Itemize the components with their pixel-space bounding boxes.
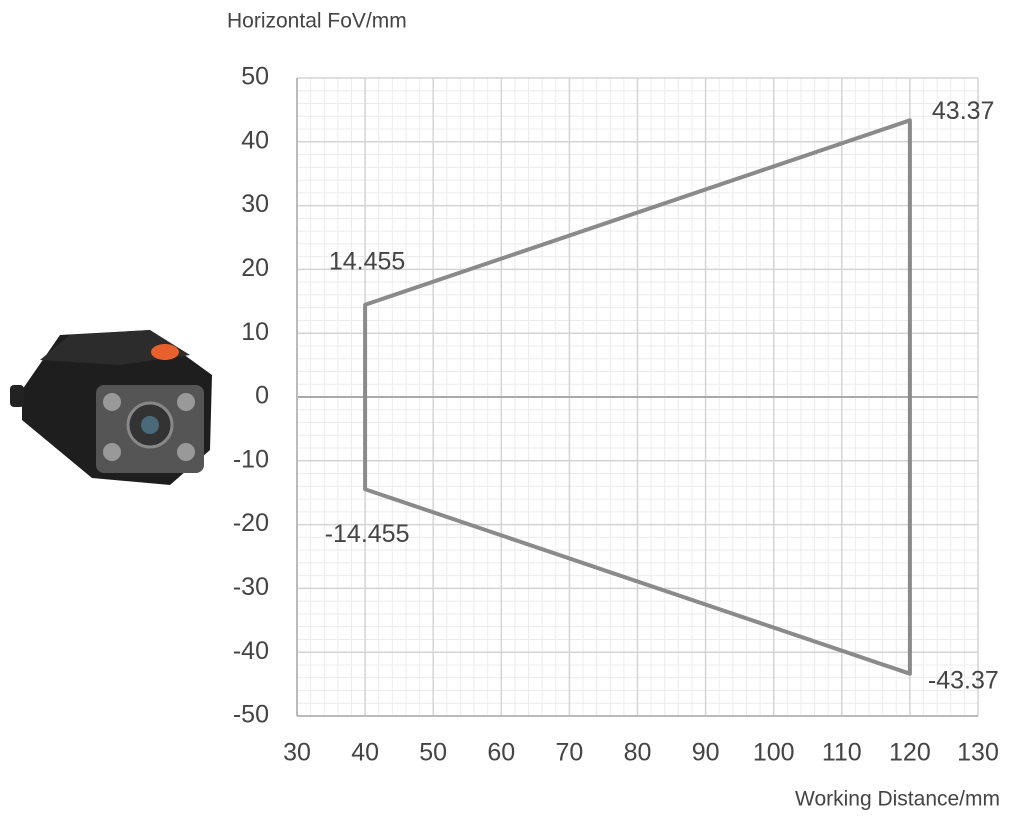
y-tick-label: -30 (233, 573, 269, 601)
y-tick-label: 20 (241, 254, 269, 282)
x-tick-label: 130 (957, 739, 999, 767)
x-axis-label: Working Distance/mm (795, 788, 1000, 811)
y-tick-label: 0 (255, 382, 269, 410)
y-tick-label: 50 (241, 63, 269, 91)
data-label: -14.455 (325, 520, 410, 548)
x-tick-label: 110 (822, 739, 862, 767)
y-tick-label: 30 (241, 190, 269, 218)
data-label: 14.455 (329, 247, 405, 275)
x-tick-label: 120 (889, 739, 931, 767)
y-tick-label: -10 (233, 445, 269, 473)
y-tick-label: 10 (241, 318, 269, 346)
y-tick-label: -40 (233, 637, 269, 665)
y-tick-label: -50 (233, 701, 269, 729)
x-tick-label: 100 (753, 739, 795, 767)
x-tick-label: 50 (419, 739, 447, 767)
y-tick-label: -20 (233, 509, 269, 537)
x-tick-label: 80 (624, 739, 652, 767)
data-label: 43.37 (932, 97, 995, 125)
camera-image (10, 330, 212, 485)
x-tick-label: 40 (351, 739, 379, 767)
x-tick-label: 90 (692, 739, 720, 767)
y-tick-label: 40 (241, 126, 269, 154)
x-tick-label: 70 (555, 739, 583, 767)
chart: Horizontal FoV/mm Working Distance/mm 30… (0, 0, 1009, 813)
x-tick-label: 30 (283, 739, 311, 767)
data-label: -43.37 (928, 666, 999, 694)
x-tick-label: 60 (487, 739, 515, 767)
y-axis-label: Horizontal FoV/mm (227, 10, 407, 33)
